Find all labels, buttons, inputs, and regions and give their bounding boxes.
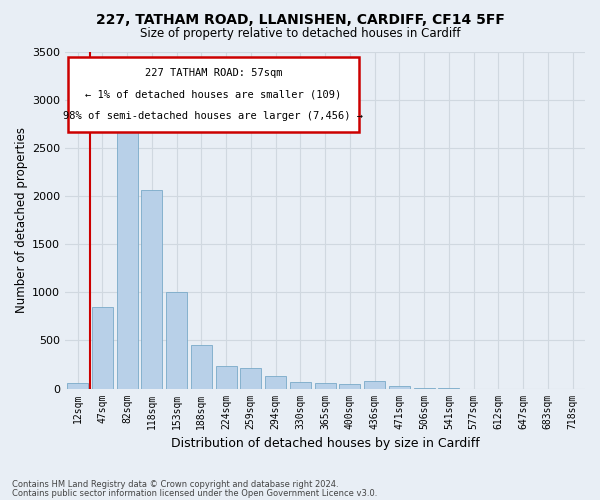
Bar	[166, 292, 187, 388]
Bar	[364, 381, 385, 388]
Text: 98% of semi-detached houses are larger (7,456) →: 98% of semi-detached houses are larger (…	[64, 110, 364, 120]
Bar	[265, 376, 286, 388]
Bar	[92, 306, 113, 388]
Bar	[141, 190, 163, 388]
Bar	[191, 345, 212, 389]
Bar	[215, 366, 236, 388]
Bar	[340, 384, 361, 388]
FancyBboxPatch shape	[68, 56, 359, 132]
Bar	[67, 383, 88, 388]
Bar	[314, 384, 335, 388]
Bar	[240, 368, 262, 388]
Text: ← 1% of detached houses are smaller (109): ← 1% of detached houses are smaller (109…	[85, 90, 341, 100]
Text: Contains HM Land Registry data © Crown copyright and database right 2024.: Contains HM Land Registry data © Crown c…	[12, 480, 338, 489]
Bar	[116, 126, 137, 388]
Y-axis label: Number of detached properties: Number of detached properties	[15, 127, 28, 313]
Bar	[389, 386, 410, 388]
Text: Contains public sector information licensed under the Open Government Licence v3: Contains public sector information licen…	[12, 488, 377, 498]
Text: 227, TATHAM ROAD, LLANISHEN, CARDIFF, CF14 5FF: 227, TATHAM ROAD, LLANISHEN, CARDIFF, CF…	[95, 12, 505, 26]
Text: Size of property relative to detached houses in Cardiff: Size of property relative to detached ho…	[140, 28, 460, 40]
Text: 227 TATHAM ROAD: 57sqm: 227 TATHAM ROAD: 57sqm	[145, 68, 282, 78]
Bar	[290, 382, 311, 388]
X-axis label: Distribution of detached houses by size in Cardiff: Distribution of detached houses by size …	[171, 437, 479, 450]
